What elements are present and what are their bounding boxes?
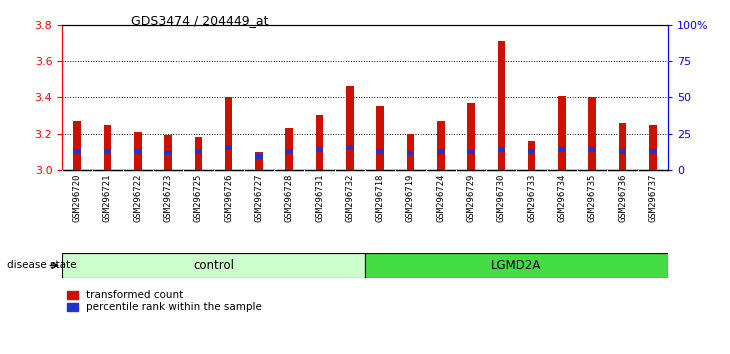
Bar bbox=[164, 136, 172, 170]
Text: GSM296733: GSM296733 bbox=[527, 174, 536, 222]
Text: LGMD2A: LGMD2A bbox=[491, 259, 542, 272]
Bar bbox=[437, 149, 445, 154]
Bar bbox=[649, 149, 656, 154]
Text: GSM296718: GSM296718 bbox=[376, 174, 385, 222]
Bar bbox=[558, 147, 566, 152]
Text: GSM296725: GSM296725 bbox=[194, 174, 203, 222]
Text: GSM296728: GSM296728 bbox=[285, 174, 293, 222]
Bar bbox=[285, 149, 293, 154]
Bar bbox=[225, 97, 232, 170]
Text: GSM296727: GSM296727 bbox=[255, 174, 264, 222]
Bar bbox=[104, 125, 111, 170]
Bar bbox=[528, 149, 535, 154]
Bar bbox=[164, 151, 172, 155]
Text: control: control bbox=[193, 259, 234, 272]
Bar bbox=[467, 149, 474, 154]
Bar bbox=[407, 134, 414, 170]
Text: GSM296736: GSM296736 bbox=[618, 174, 627, 222]
Text: GSM296731: GSM296731 bbox=[315, 174, 324, 222]
Bar bbox=[134, 149, 142, 154]
Text: GDS3474 / 204449_at: GDS3474 / 204449_at bbox=[131, 14, 269, 27]
Bar bbox=[498, 147, 505, 152]
Bar bbox=[377, 149, 384, 154]
Bar bbox=[195, 149, 202, 154]
Text: disease state: disease state bbox=[7, 261, 77, 270]
Text: GSM296724: GSM296724 bbox=[437, 174, 445, 222]
Text: GSM296737: GSM296737 bbox=[648, 174, 657, 222]
Text: GSM296721: GSM296721 bbox=[103, 174, 112, 222]
Text: GSM296730: GSM296730 bbox=[497, 174, 506, 222]
Bar bbox=[346, 86, 353, 170]
Bar bbox=[346, 145, 353, 150]
Text: GSM296722: GSM296722 bbox=[134, 174, 142, 222]
Bar bbox=[104, 149, 111, 154]
Bar bbox=[285, 128, 293, 170]
Bar bbox=[528, 141, 535, 170]
Bar bbox=[365, 253, 668, 278]
Bar bbox=[255, 152, 263, 170]
Text: GSM296732: GSM296732 bbox=[345, 174, 354, 222]
Bar bbox=[558, 96, 566, 170]
Text: GSM296734: GSM296734 bbox=[558, 174, 566, 222]
Text: GSM296719: GSM296719 bbox=[406, 174, 415, 222]
Bar bbox=[195, 137, 202, 170]
Bar bbox=[588, 147, 596, 152]
Bar bbox=[619, 149, 626, 154]
Bar bbox=[255, 154, 263, 159]
Bar bbox=[377, 107, 384, 170]
Bar bbox=[437, 121, 445, 170]
Legend: transformed count, percentile rank within the sample: transformed count, percentile rank withi… bbox=[67, 290, 262, 312]
Bar bbox=[134, 132, 142, 170]
Bar bbox=[588, 97, 596, 170]
Bar bbox=[407, 151, 414, 155]
Bar bbox=[316, 147, 323, 152]
Bar bbox=[467, 103, 474, 170]
Bar bbox=[74, 121, 81, 170]
Bar bbox=[498, 41, 505, 170]
Bar bbox=[225, 145, 232, 150]
Bar bbox=[649, 125, 656, 170]
Text: GSM296735: GSM296735 bbox=[588, 174, 596, 222]
Text: GSM296723: GSM296723 bbox=[164, 174, 172, 222]
Bar bbox=[62, 253, 365, 278]
Bar bbox=[74, 149, 81, 154]
Text: GSM296720: GSM296720 bbox=[73, 174, 82, 222]
Text: GSM296726: GSM296726 bbox=[224, 174, 233, 222]
Bar bbox=[619, 123, 626, 170]
Text: GSM296729: GSM296729 bbox=[466, 174, 475, 222]
Bar bbox=[316, 115, 323, 170]
